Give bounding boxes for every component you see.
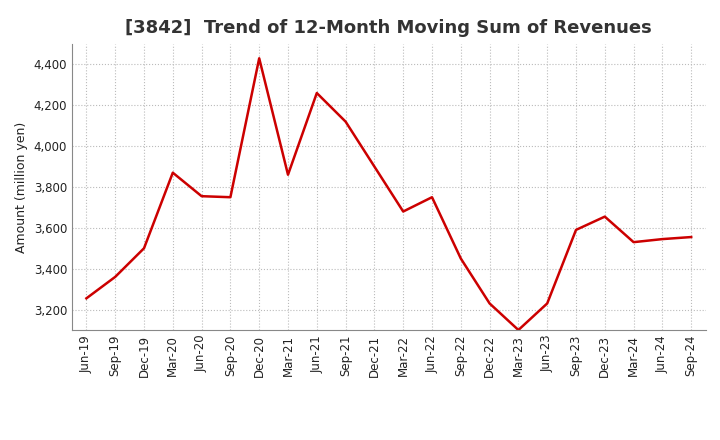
Y-axis label: Amount (million yen): Amount (million yen) [15, 121, 28, 253]
Title: [3842]  Trend of 12-Month Moving Sum of Revenues: [3842] Trend of 12-Month Moving Sum of R… [125, 19, 652, 37]
